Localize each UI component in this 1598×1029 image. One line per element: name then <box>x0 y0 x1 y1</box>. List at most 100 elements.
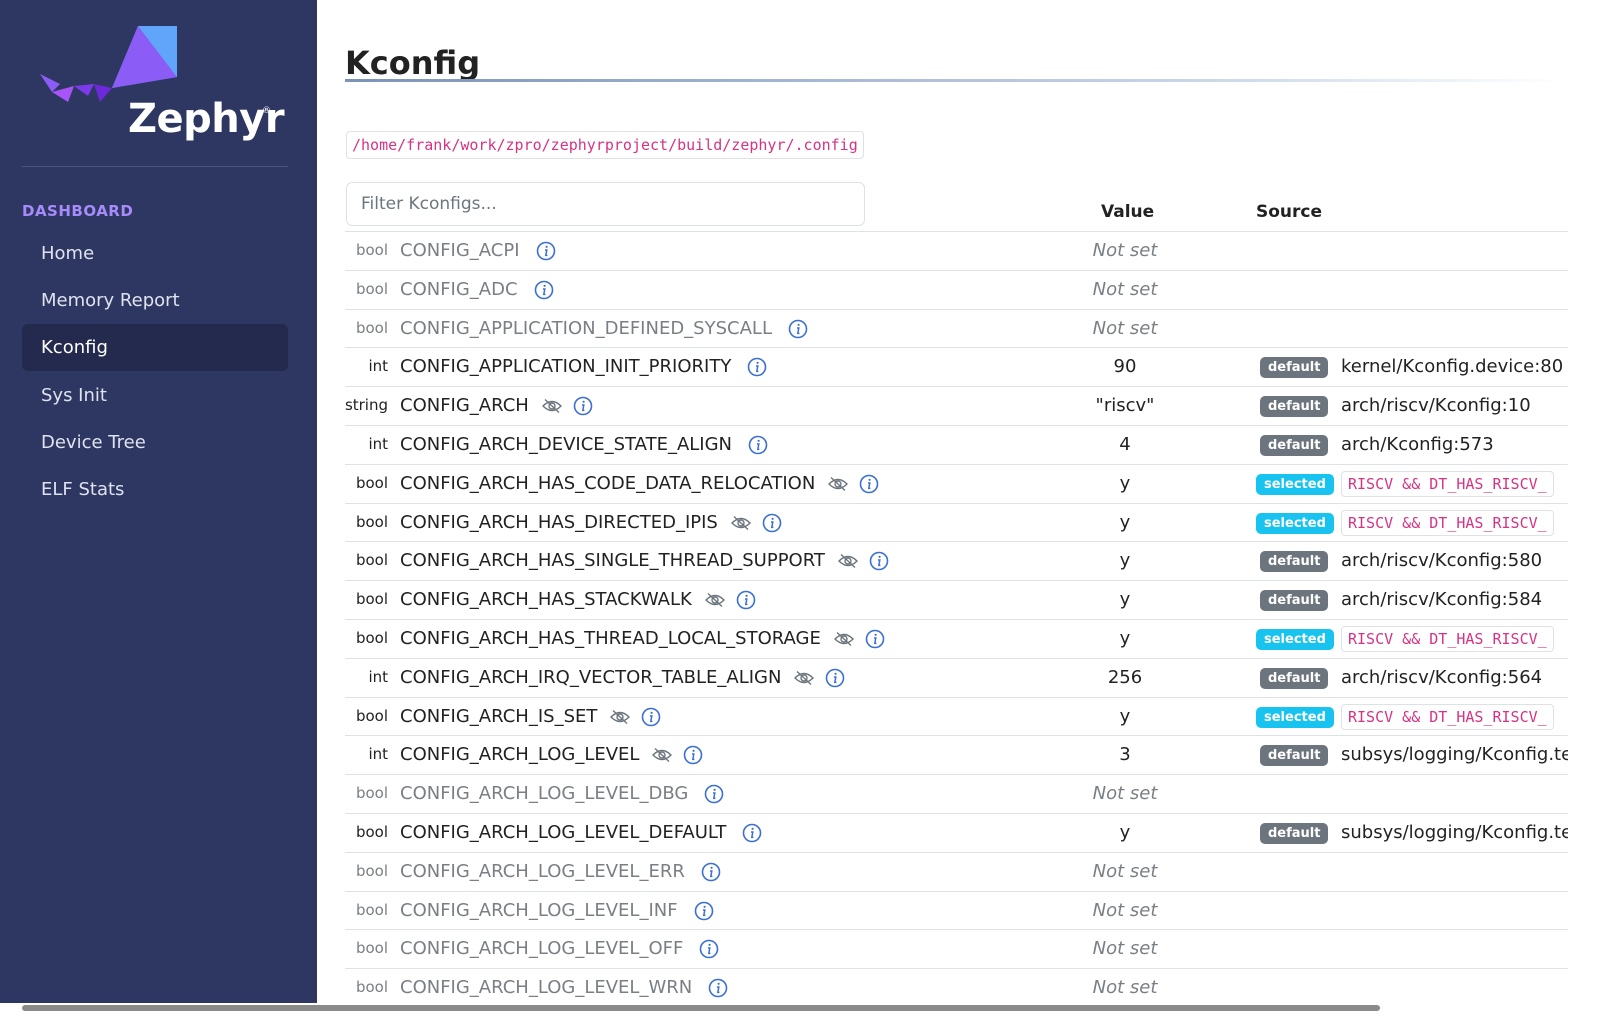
info-icon[interactable] <box>699 939 719 959</box>
type-label: bool <box>355 629 388 647</box>
type-label: bool <box>355 706 388 725</box>
type-label: bool <box>355 978 388 997</box>
config-name: CONFIG_ARCH_LOG_LEVEL_ERR <box>400 860 685 882</box>
type-label: bool <box>355 318 388 337</box>
info-icon[interactable] <box>859 474 879 494</box>
config-value: Not set <box>1092 240 1158 261</box>
config-value: y <box>1119 705 1131 727</box>
config-value: Not set <box>1092 317 1158 339</box>
nav-item[interactable]: Device Tree <box>41 431 146 453</box>
config-name: CONFIG_APPLICATION_INIT_PRIORITY <box>400 356 732 378</box>
table-row: bool CONFIG_ARCH_HAS_STACKWALK y default arc… <box>345 580 1568 620</box>
table-row: bool CONFIG_ARCH_LOG_LEVEL_WRN Not set <box>345 968 1568 1003</box>
config-path: /home/frank/work/zpro/zephyrproject/buil… <box>346 131 864 159</box>
nav-item[interactable]: Kconfig <box>22 324 288 372</box>
info-icon[interactable] <box>641 707 661 727</box>
config-value: y <box>1119 511 1131 533</box>
type-label: bool <box>355 279 388 298</box>
info-icon[interactable] <box>869 551 889 571</box>
type-label: bool <box>355 551 388 570</box>
config-value: Not set <box>1092 938 1158 960</box>
type-label: bool <box>355 861 388 880</box>
config-name: CONFIG_ARCH_HAS_DIRECTED_IPIS <box>400 511 718 533</box>
source-badge: selected <box>1256 473 1334 495</box>
config-value: Not set <box>1092 860 1158 882</box>
config-name: CONFIG_ARCH_HAS_STACKWALK <box>400 589 692 611</box>
info-icon[interactable] <box>536 241 556 261</box>
info-icon[interactable] <box>704 784 724 804</box>
table-row: bool CONFIG_ARCH_HAS_THREAD_LOCAL_STORAGE… <box>345 619 1568 659</box>
column-header: Source <box>1256 202 1323 222</box>
config-name: CONFIG_ARCH_LOG_LEVEL_WRN <box>400 977 693 999</box>
main: Kconfig /home/frank/work/zpro/zephyrproj… <box>317 0 1568 1003</box>
config-name: CONFIG_ADC <box>400 278 518 300</box>
table-row: bool CONFIG_ARCH_HAS_CODE_DATA_RELOCATION… <box>345 463 1568 504</box>
nav-item[interactable]: ELF Stats <box>41 479 125 500</box>
filter-input[interactable]: Filter Kconfigs... <box>346 182 865 226</box>
config-value: y <box>1119 550 1131 572</box>
info-icon[interactable] <box>573 396 593 416</box>
source-location: arch/Kconfig:573 <box>1341 434 1494 455</box>
type-label: bool <box>355 241 388 259</box>
info-icon[interactable] <box>694 901 714 921</box>
info-icon[interactable] <box>534 280 554 300</box>
table-row: bool CONFIG_ARCH_IS_SET y selected RISCV && … <box>345 696 1568 737</box>
sidebar: Zephyr ® DASHBOARD Home Memory Report Kcon… <box>0 0 317 1003</box>
table-row: int CONFIG_ARCH_IRQ_VECTOR_TABLE_ALIGN 256… <box>345 657 1568 698</box>
config-name: CONFIG_ARCH_DEVICE_STATE_ALIGN <box>400 434 733 455</box>
source-condition: RISCV && DT_HAS_RISCV_ <box>1341 470 1554 497</box>
source-badge: default <box>1260 590 1329 612</box>
config-value: 4 <box>1119 434 1131 455</box>
type-label: bool <box>355 900 388 919</box>
table-row: bool CONFIG_ARCH_HAS_DIRECTED_IPIS y select… <box>345 502 1568 543</box>
config-value: "riscv" <box>1095 395 1155 417</box>
type-label: bool <box>355 512 388 531</box>
info-icon[interactable] <box>683 745 703 765</box>
table-row: bool CONFIG_ARCH_LOG_LEVEL_DEFAULT y defaul… <box>345 813 1568 853</box>
config-value: y <box>1119 822 1131 843</box>
info-icon[interactable] <box>747 357 767 377</box>
source-condition: RISCV && DT_HAS_RISCV_ <box>1341 626 1554 652</box>
config-name: CONFIG_ACPI <box>400 240 520 261</box>
source-location: arch/riscv/Kconfig:580 <box>1341 550 1543 572</box>
info-icon[interactable] <box>865 629 885 649</box>
type-label: string <box>344 396 388 415</box>
type-label: bool <box>355 823 388 841</box>
info-icon[interactable] <box>736 590 756 610</box>
source-location: arch/riscv/Kconfig:584 <box>1341 589 1543 611</box>
source-badge: default <box>1260 745 1329 767</box>
info-icon[interactable] <box>748 435 768 455</box>
type-label: bool <box>355 473 388 492</box>
table-row: bool CONFIG_ARCH_LOG_LEVEL_OFF Not set <box>345 929 1568 969</box>
table-row: bool CONFIG_ARCH_LOG_LEVEL_DBG Not set <box>345 774 1568 814</box>
config-value: 256 <box>1107 666 1143 688</box>
page-title: Kconfig <box>345 44 481 82</box>
source-badge: selected <box>1256 629 1334 650</box>
config-name: CONFIG_ARCH_LOG_LEVEL <box>400 744 640 766</box>
hidden-icon <box>730 515 752 531</box>
nav-item[interactable]: Sys Init <box>41 384 107 406</box>
nav-item[interactable]: Memory Report <box>41 290 180 312</box>
column-header: Value <box>1101 202 1155 222</box>
info-icon[interactable] <box>708 978 728 998</box>
hidden-icon <box>704 592 726 608</box>
config-name: CONFIG_APPLICATION_DEFINED_SYSCALL <box>400 317 772 339</box>
info-icon[interactable] <box>701 862 721 882</box>
info-icon[interactable] <box>788 319 808 339</box>
hidden-icon <box>833 631 855 647</box>
table-row: bool CONFIG_ARCH_LOG_LEVEL_INF Not set <box>345 890 1568 931</box>
logo-mark: ® <box>262 106 271 116</box>
info-icon[interactable] <box>742 823 762 843</box>
scrollbar[interactable] <box>22 1005 1380 1011</box>
source-badge: default <box>1260 823 1329 844</box>
type-label: int <box>368 745 388 764</box>
info-icon[interactable] <box>825 668 845 688</box>
config-value: y <box>1119 628 1131 649</box>
source-badge: default <box>1260 435 1329 456</box>
table-row: bool CONFIG_ARCH_LOG_LEVEL_ERR Not set <box>345 851 1568 892</box>
divider <box>22 166 288 167</box>
hidden-icon <box>541 398 563 414</box>
nav-item[interactable]: Home <box>41 243 95 264</box>
info-icon[interactable] <box>762 513 782 533</box>
